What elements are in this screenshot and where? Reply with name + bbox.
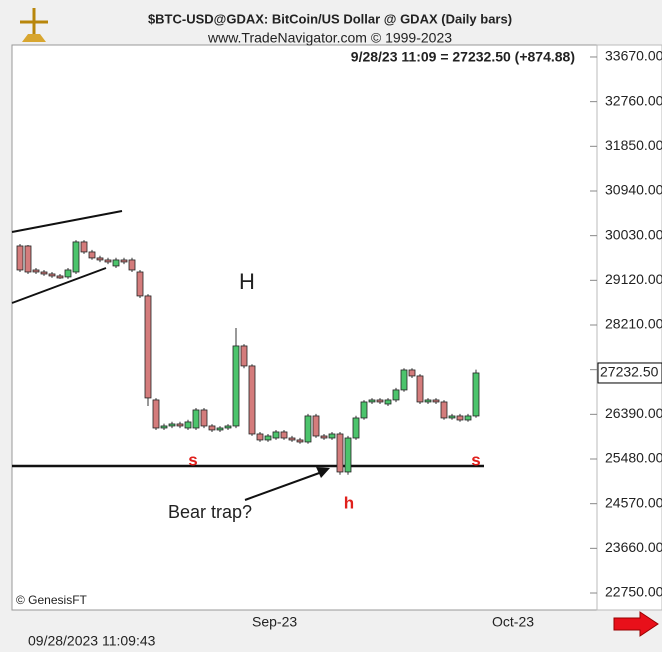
y-tick-label: 29120.00 bbox=[605, 271, 662, 287]
candle-body bbox=[208, 425, 216, 431]
candle-body bbox=[320, 435, 328, 439]
candle-body bbox=[472, 372, 480, 417]
candle-body bbox=[96, 257, 104, 261]
candle-body bbox=[280, 431, 288, 439]
y-tick-label: 30940.00 bbox=[605, 182, 662, 198]
candle-body bbox=[80, 241, 88, 253]
trend-line bbox=[11, 210, 123, 233]
chart-subtitle: www.TradeNavigator.com © 1999-2023 bbox=[207, 30, 452, 46]
candle-body bbox=[240, 345, 248, 367]
copyright: © GenesisFT bbox=[16, 593, 88, 607]
candle-body bbox=[448, 415, 456, 419]
candle-body bbox=[248, 365, 256, 435]
candle-body bbox=[336, 433, 344, 473]
y-tick-label: 30030.00 bbox=[605, 226, 662, 242]
y-tick-label: 26390.00 bbox=[605, 405, 662, 421]
y-tick-label: 25480.00 bbox=[605, 450, 662, 466]
y-tick-label: 32760.00 bbox=[605, 92, 662, 108]
y-tick-label: 31850.00 bbox=[605, 137, 662, 153]
candle-body bbox=[104, 259, 112, 263]
candle-body bbox=[440, 401, 448, 419]
plot-area bbox=[11, 44, 598, 611]
candle-body bbox=[224, 425, 232, 429]
chart-title: $BTC-USD@GDAX: BitCoin/US Dollar @ GDAX … bbox=[148, 11, 512, 26]
candle-body bbox=[400, 369, 408, 391]
candle-body bbox=[112, 259, 120, 267]
y-tick-label: 28210.00 bbox=[605, 316, 662, 332]
candle-body bbox=[288, 437, 296, 441]
candle-body bbox=[304, 415, 312, 443]
scroll-arrow[interactable] bbox=[613, 611, 659, 637]
logo bbox=[20, 8, 48, 42]
candle-body bbox=[376, 399, 384, 403]
timestamp: 09/28/2023 11:09:43 bbox=[28, 633, 156, 649]
candle-body bbox=[200, 409, 208, 427]
annotation: H bbox=[239, 269, 255, 294]
arrow-shaft bbox=[244, 471, 323, 501]
y-tick-label: 23660.00 bbox=[605, 539, 662, 555]
candle-body bbox=[328, 433, 336, 439]
candle-body bbox=[216, 427, 224, 431]
candle-body bbox=[416, 375, 424, 403]
y-axis-panel bbox=[596, 44, 662, 611]
annotation: Bear trap? bbox=[168, 502, 252, 522]
candle-body bbox=[368, 399, 376, 403]
annotation: s bbox=[188, 450, 197, 469]
candle-body bbox=[456, 415, 464, 421]
trend-line bbox=[11, 267, 107, 304]
candle-body bbox=[136, 271, 144, 297]
x-tick-label: Sep-23 bbox=[252, 614, 297, 630]
candle-body bbox=[408, 369, 416, 377]
candle-body bbox=[424, 399, 432, 403]
last-price-box bbox=[597, 362, 662, 384]
candle-body bbox=[120, 259, 128, 263]
candle-body bbox=[360, 401, 368, 419]
candle-body bbox=[312, 415, 320, 437]
candle-body bbox=[72, 241, 80, 273]
candle-body bbox=[144, 295, 152, 399]
candle-body bbox=[392, 389, 400, 401]
candle-body bbox=[128, 259, 136, 271]
candle-body bbox=[232, 345, 240, 427]
y-tick-label: 33670.00 bbox=[605, 48, 662, 64]
y-tick-label: 22750.00 bbox=[605, 584, 662, 600]
candle-body bbox=[88, 251, 96, 259]
y-tick-label: 24570.00 bbox=[605, 494, 662, 510]
candle-body bbox=[264, 435, 272, 441]
candle-body bbox=[184, 421, 192, 429]
candle-body bbox=[192, 409, 200, 429]
logo-base bbox=[22, 34, 46, 42]
candle-body bbox=[384, 399, 392, 405]
candle-body bbox=[24, 245, 32, 273]
x-tick-label: Oct-23 bbox=[492, 614, 534, 630]
candle-body bbox=[160, 425, 168, 429]
candle-body bbox=[64, 269, 72, 278]
candle-body bbox=[176, 423, 184, 427]
candle-body bbox=[352, 417, 360, 439]
candle-body bbox=[464, 415, 472, 421]
last-price-label: 27232.50 bbox=[600, 364, 659, 380]
candle-body bbox=[272, 431, 280, 439]
annotation: h bbox=[344, 493, 354, 512]
quote: 9/28/23 11:09 = 27232.50 (+874.88) bbox=[351, 49, 575, 65]
arrow-head bbox=[316, 467, 330, 478]
candle-body bbox=[256, 433, 264, 441]
candle-body bbox=[16, 245, 24, 271]
candle-body bbox=[296, 439, 304, 443]
candle-body bbox=[48, 273, 56, 277]
candle-body bbox=[40, 271, 48, 275]
candle-body bbox=[152, 399, 160, 429]
candle-body bbox=[56, 275, 64, 279]
annotation: s bbox=[471, 450, 480, 469]
candle-body bbox=[168, 423, 176, 427]
candle-body bbox=[32, 269, 40, 273]
candle-body bbox=[344, 437, 352, 473]
candle-body bbox=[432, 399, 440, 403]
